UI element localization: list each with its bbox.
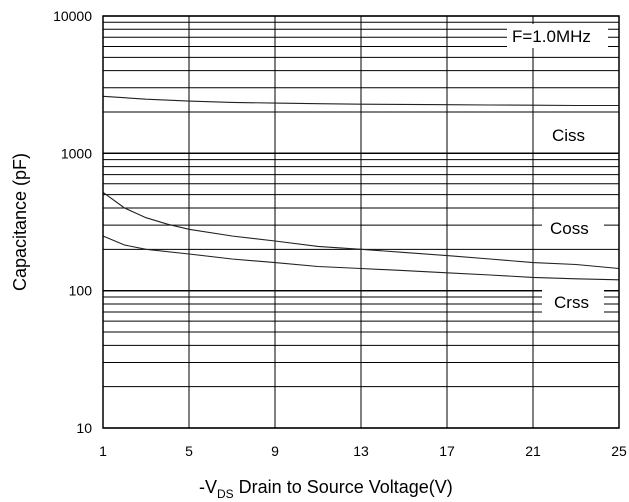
legend-crss: Crss <box>554 293 589 312</box>
y-tick-label-3: 10000 <box>53 8 92 24</box>
x-tick-label-3: 13 <box>353 443 369 459</box>
x-axis-title-prefix: -V <box>199 477 217 497</box>
legend-coss: Coss <box>550 219 589 238</box>
legend-bg-ciss <box>542 121 604 149</box>
series-line-coss <box>102 191 620 270</box>
x-axis-title-rest: Drain to Source Voltage(V) <box>234 477 453 497</box>
plot-frame <box>102 15 620 429</box>
grid <box>102 15 620 429</box>
legend-bg-crss <box>542 288 604 316</box>
x-tick-label-0: 1 <box>99 443 107 459</box>
legend-ciss: Ciss <box>552 126 585 145</box>
y-tick-label-0: 10 <box>76 420 92 436</box>
y-tick-label-2: 1000 <box>61 145 92 161</box>
series-line-ciss <box>102 95 619 107</box>
x-tick-label-5: 21 <box>525 443 541 459</box>
y-axis-title: Capacitance (pF) <box>10 153 30 291</box>
x-tick-label-1: 5 <box>185 443 193 459</box>
x-tick-label-4: 17 <box>439 443 455 459</box>
annotation-box <box>507 24 608 48</box>
series-lines <box>102 95 620 281</box>
x-tick-label-6: 25 <box>611 443 627 459</box>
series-line-crss <box>102 235 620 281</box>
x-axis-title: -VDS Drain to Source Voltage(V) <box>199 477 453 501</box>
tick-labels: 1 5 9 13 17 21 25 10 100 1000 10000 <box>53 8 627 459</box>
legend-bg-coss <box>542 214 604 242</box>
x-axis-title-subscript: DS <box>217 487 234 501</box>
frequency-annotation: F=1.0MHz <box>512 27 591 46</box>
y-tick-label-1: 100 <box>69 283 93 299</box>
x-tick-label-2: 9 <box>271 443 279 459</box>
